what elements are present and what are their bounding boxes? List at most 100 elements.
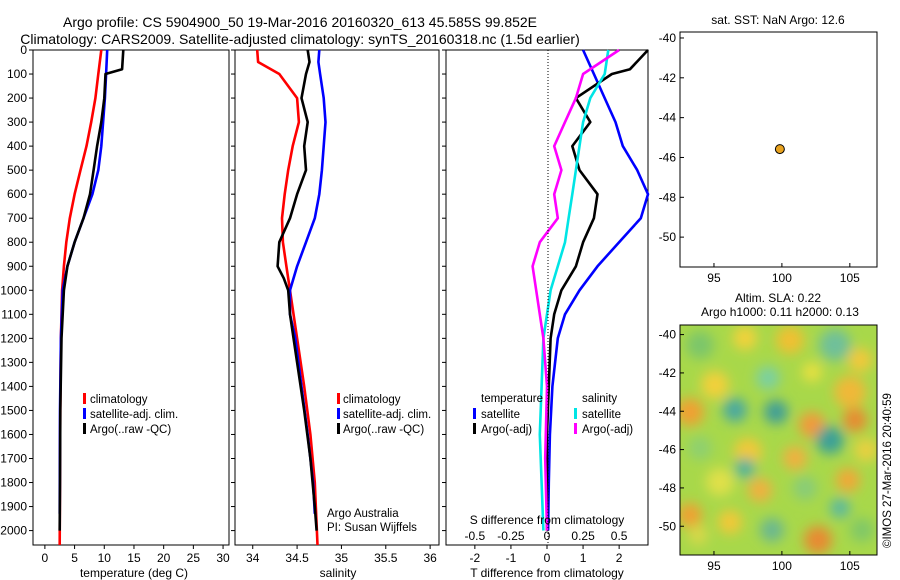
x-tick-label: -1 — [506, 551, 517, 565]
s-tick-label: 0.25 — [571, 529, 595, 543]
legend-swatch-argo — [83, 423, 86, 434]
depth-tick-label: 1100 — [1, 307, 27, 321]
legend-title-temperature: temperature — [481, 393, 543, 405]
sla-cell — [783, 446, 807, 470]
legend-swatch-climatology — [337, 393, 340, 404]
sla-cell — [799, 412, 825, 438]
depth-tick-label: 1800 — [0, 476, 27, 490]
legend-swatch-s-argo — [574, 423, 577, 434]
sla-cell — [733, 326, 757, 350]
legend-swatch-t-argo — [473, 423, 476, 434]
map-y-tick-label: -50 — [659, 519, 677, 533]
depth-tick-label: 800 — [7, 235, 27, 249]
map-x-tick-label: 95 — [707, 559, 721, 573]
depth-tick-label: 1600 — [0, 427, 27, 441]
depth-axis: 0 100 200 300 400 500 600 700 800 900 1000 1100 1200… — [0, 43, 446, 538]
sla-cell — [804, 526, 832, 554]
map-y-tick-label: -44 — [659, 404, 677, 418]
s-tick-label: 0.5 — [611, 529, 628, 543]
sla-cell — [819, 329, 851, 361]
difference-legend: temperature salinity satellite Argo(-adj… — [473, 393, 633, 436]
series-argo-raw-qc — [58, 49, 125, 531]
x-tick-label: 35 — [335, 551, 349, 565]
depth-tick-label: 1000 — [0, 283, 27, 297]
sla-cell — [848, 348, 872, 372]
x-tick-label: 34 — [246, 551, 260, 565]
x-tick-label: 36 — [423, 551, 437, 565]
sla-cell — [834, 376, 866, 408]
depth-tick-label: 100 — [7, 67, 27, 81]
difference-series — [531, 48, 650, 531]
map-x-tick-label: 100 — [772, 559, 792, 573]
depth-tick-label: 1900 — [0, 500, 27, 514]
sla-heatmap — [680, 325, 877, 555]
temperature-x-label: temperature (deg C) — [80, 566, 188, 580]
map-y-tick-label: -42 — [659, 71, 677, 85]
sla-cell — [748, 478, 772, 502]
map-x-tick-label: 105 — [840, 271, 860, 285]
sla-cell — [830, 498, 850, 518]
s-tick-label: -0.5 — [465, 529, 486, 543]
legend-label-t-argo: Argo(-adj) — [481, 424, 532, 436]
sla-map-title-2: Argo h1000: 0.11 h2000: 0.13 — [701, 305, 859, 319]
map-y-tick-label: -40 — [659, 31, 677, 45]
sla-map-ticks: 95 100 105 -40 -42 -44 -46 -48 -50 — [659, 328, 861, 573]
sla-cell — [706, 468, 734, 496]
series-climatology — [58, 49, 103, 546]
argo-float-marker — [774, 144, 785, 155]
map-y-tick-label: -40 — [659, 328, 677, 342]
sla-cell — [735, 458, 755, 478]
depth-tick-label: 200 — [7, 91, 27, 105]
sst-map-points — [774, 144, 785, 155]
salinity-x-label: salinity — [320, 566, 357, 580]
s-tick-label: -0.25 — [497, 529, 525, 543]
legend-label-satellite: satellite-adj. clim. — [90, 409, 178, 421]
sla-cell — [850, 518, 874, 542]
map-y-tick-label: -48 — [659, 190, 677, 204]
legend-label-s-satellite: satellite — [582, 409, 621, 421]
x-tick-label: 0 — [42, 551, 49, 565]
sla-cell — [718, 510, 742, 534]
sla-cell — [793, 476, 817, 500]
sla-cell — [843, 408, 867, 432]
map-y-tick-label: -46 — [659, 150, 677, 164]
x-tick-label: 30 — [216, 551, 230, 565]
sla-cell — [680, 503, 702, 527]
map-x-tick-label: 100 — [772, 271, 792, 285]
depth-tick-label: 1300 — [0, 355, 27, 369]
legend-label-s-argo: Argo(-adj) — [582, 424, 633, 436]
depth-tick-label: 700 — [7, 211, 27, 225]
depth-tick-label: 1200 — [0, 331, 27, 345]
depth-tick-label: 1500 — [0, 403, 27, 417]
series-s-argo-adj — [531, 48, 620, 531]
temperature-plot-frame — [32, 49, 230, 546]
s-tick-label: 0 — [544, 529, 551, 543]
depth-tick-label: 600 — [7, 187, 27, 201]
legend-swatch-s-satellite — [574, 408, 577, 419]
legend-swatch-climatology — [83, 393, 86, 404]
series-argo-raw-qc — [276, 49, 318, 531]
series-t-argo-adj — [545, 49, 649, 531]
series-climatology — [255, 49, 319, 546]
depth-tick-label: 0 — [20, 43, 27, 57]
x-tick-label: -2 — [470, 551, 481, 565]
map-y-tick-label: -44 — [659, 111, 677, 125]
x-tick-label: 35.5 — [374, 551, 398, 565]
difference-x-label: T difference from climatology — [470, 566, 624, 580]
sla-cell — [776, 326, 804, 354]
legend-label-argo: Argo(..raw -QC) — [343, 424, 424, 436]
salinity-x-ticks: 34 34.5 35 35.5 36 — [246, 545, 437, 565]
salinity-legend: climatology satellite-adj. clim. Argo(..… — [327, 393, 431, 534]
sla-cell — [723, 398, 747, 422]
x-tick-label: 25 — [187, 551, 201, 565]
sla-cell — [816, 426, 844, 454]
map-y-tick-label: -50 — [659, 230, 677, 244]
difference-s-label: S difference from climatology — [470, 513, 625, 527]
depth-tick-label: 500 — [7, 163, 27, 177]
map-y-tick-label: -48 — [659, 481, 677, 495]
legend-title-salinity: salinity — [582, 393, 617, 405]
temperature-legend: climatology satellite-adj. clim. Argo(..… — [83, 393, 178, 436]
temperature-series — [58, 49, 125, 546]
depth-tick-label: 900 — [7, 259, 27, 273]
